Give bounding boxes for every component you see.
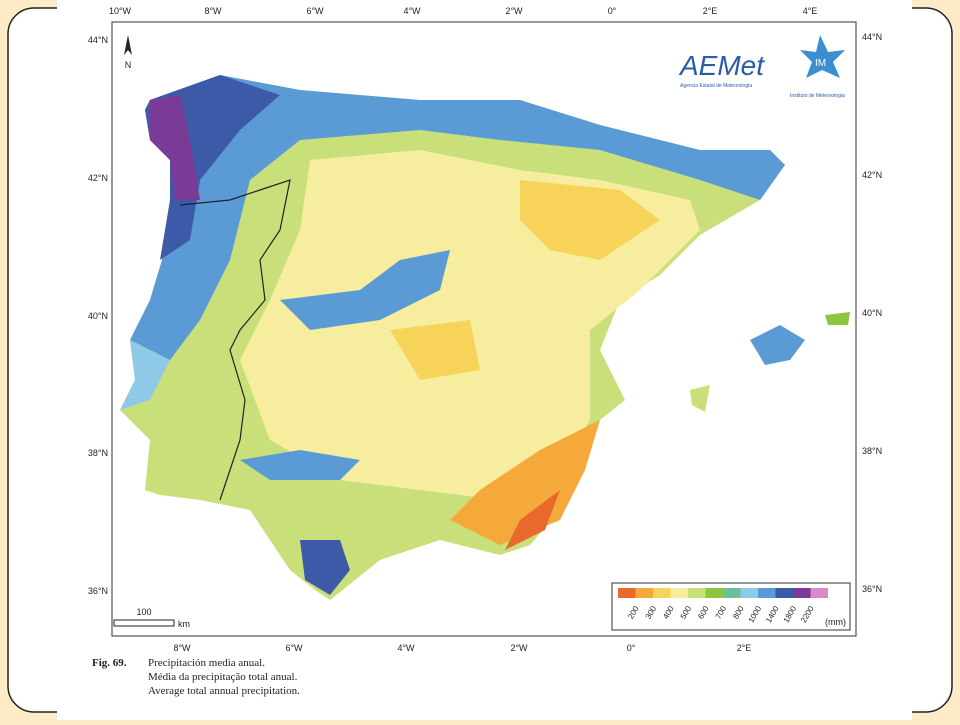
legend-swatch: [688, 588, 706, 598]
legend-swatch: [793, 588, 811, 598]
scale-bar: [113, 619, 175, 627]
lon-label: 6°W: [285, 643, 303, 653]
legend-swatch: [635, 588, 653, 598]
im-logo: IM: [815, 58, 826, 69]
lon-label: 0°: [627, 643, 636, 653]
lat-label: 38°N: [862, 446, 882, 456]
legend-swatch: [723, 588, 741, 598]
map: [120, 75, 850, 600]
lat-label: 36°N: [88, 586, 108, 596]
legend-swatch: [705, 588, 723, 598]
im-star: [800, 35, 845, 78]
legend-swatch: [810, 588, 828, 598]
lon-label: 4°E: [803, 6, 818, 16]
lat-label: 44°N: [862, 32, 882, 42]
lat-label: 42°N: [862, 170, 882, 180]
caption-line: Average total annual precipitation.: [148, 685, 300, 697]
aemet-subtitle: Agencia Estatal de Meteorologia: [680, 83, 752, 89]
aemet-logo: AEMet: [678, 50, 765, 81]
lon-label: 8°W: [204, 6, 222, 16]
lon-label: 2°E: [737, 643, 752, 653]
legend-swatch: [758, 588, 776, 598]
lon-label: 0°: [608, 6, 617, 16]
scale-value: 100: [136, 607, 151, 617]
lon-label: 6°W: [306, 6, 324, 16]
lon-label: 2°E: [703, 6, 718, 16]
lon-label: 4°W: [403, 6, 421, 16]
lat-label: 40°N: [88, 311, 108, 321]
lat-label: 42°N: [88, 173, 108, 183]
lat-label: 36°N: [862, 584, 882, 594]
legend-unit: (mm): [825, 617, 846, 627]
legend-swatch: [618, 588, 636, 598]
scale-unit: km: [178, 619, 190, 629]
north-label: N: [125, 60, 132, 70]
north-arrow: [124, 35, 132, 55]
lon-label: 2°W: [505, 6, 523, 16]
lat-label: 44°N: [88, 35, 108, 45]
logos: AEMet Agencia Estatal de Meteorologia IM…: [678, 35, 845, 99]
im-subtitle: Instituto de Meteorologia: [790, 93, 845, 99]
lon-label: 2°W: [510, 643, 528, 653]
legend-swatch: [670, 588, 688, 598]
caption-line: Precipitación media anual.: [148, 657, 265, 669]
caption-figure: Fig. 69.: [92, 657, 127, 669]
legend-swatch: [740, 588, 758, 598]
lon-label: 8°W: [173, 643, 191, 653]
lon-label: 10°W: [109, 6, 132, 16]
legend-swatch: [653, 588, 671, 598]
lat-label: 40°N: [862, 308, 882, 318]
legend-swatch: [775, 588, 793, 598]
lon-label: 4°W: [397, 643, 415, 653]
caption-line: Média da precipitação total anual.: [148, 671, 298, 683]
lat-label: 38°N: [88, 448, 108, 458]
